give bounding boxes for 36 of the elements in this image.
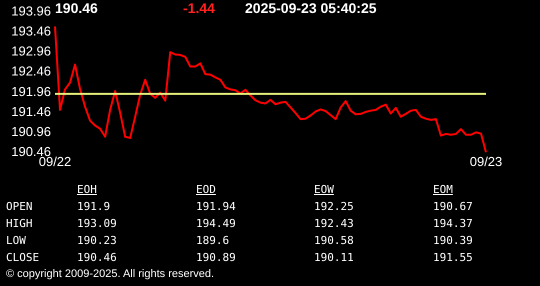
text: 190.67: [433, 200, 473, 213]
text: EOM: [433, 183, 453, 196]
text: EOW: [314, 183, 334, 196]
text: © copyright 2009-2025. All rights reserved.: [6, 268, 214, 280]
text: LOW: [6, 234, 26, 247]
y-tick-label: 190.96: [11, 124, 51, 139]
text: OPEN: [6, 200, 32, 213]
x-tick-label: 09/23: [470, 154, 502, 169]
text: 190.89: [196, 251, 236, 264]
text: 192.25: [314, 200, 354, 213]
text: CLOSE: [6, 251, 40, 264]
text: 191.55: [433, 251, 473, 264]
annotation: 2025-09-23 05:40:25: [245, 0, 377, 16]
text: 194.37: [433, 217, 473, 230]
text: 190.46: [77, 251, 117, 264]
y-tick-label: 191.46: [11, 104, 51, 119]
text: 190.23: [77, 234, 117, 247]
y-tick-label: 191.96: [11, 84, 51, 99]
text: 191.9: [77, 200, 110, 213]
y-tick-label: 193.46: [11, 24, 51, 39]
text: EOD: [196, 183, 216, 196]
y-tick-label: 192.46: [11, 64, 51, 79]
y-tick-label: 192.96: [11, 44, 51, 59]
annotation: -1.44: [183, 0, 215, 16]
text: HIGH: [6, 217, 32, 230]
text: 192.43: [314, 217, 354, 230]
text: 193.09: [77, 217, 117, 230]
y-tick-label: 193.96: [11, 4, 51, 19]
text: EOH: [77, 183, 97, 196]
annotation: 190.46: [55, 0, 98, 16]
text: 191.94: [196, 200, 236, 213]
text: 194.49: [196, 217, 236, 230]
text: 190.11: [314, 251, 354, 264]
text: 190.58: [314, 234, 354, 247]
text: 190.39: [433, 234, 473, 247]
text: 189.6: [196, 234, 230, 247]
